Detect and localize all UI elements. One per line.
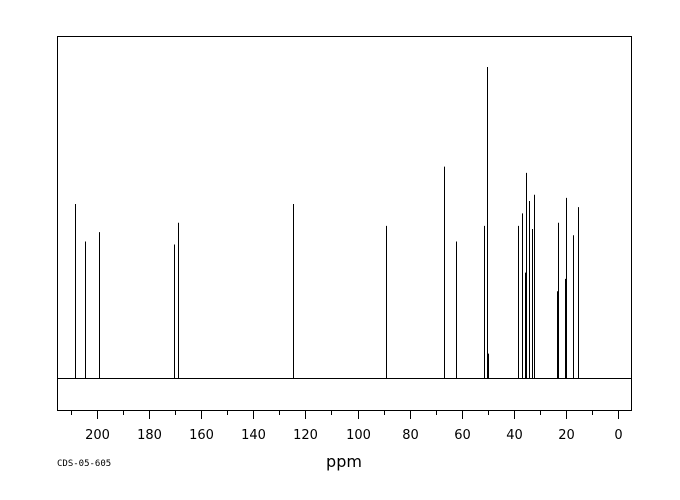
plot-frame [57, 36, 632, 411]
x-axis-title: ppm [326, 452, 362, 471]
spectrum-code-label: CDS-05-605 [57, 459, 111, 469]
x-tick-label: 0 [614, 428, 622, 443]
x-tick-label: 100 [346, 428, 371, 443]
x-axis-ticks: 200 180 160 140 120 100 80 60 40 20 0 [71, 410, 623, 443]
x-tick-label: 80 [402, 428, 419, 443]
x-tick-label: 60 [454, 428, 471, 443]
x-tick-label: 180 [137, 428, 162, 443]
x-tick-label: 200 [85, 428, 110, 443]
x-tick-label: 40 [506, 428, 523, 443]
x-tick-label: 140 [241, 428, 266, 443]
peaks-group [75, 67, 579, 379]
x-tick-label: 120 [293, 428, 318, 443]
x-tick-label: 20 [558, 428, 575, 443]
x-tick-label: 160 [189, 428, 214, 443]
